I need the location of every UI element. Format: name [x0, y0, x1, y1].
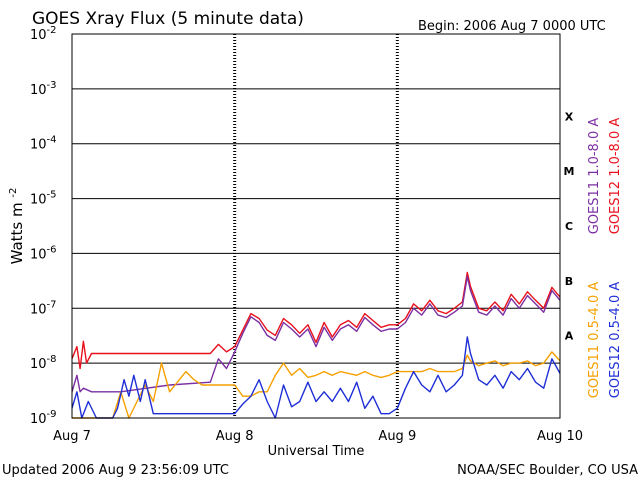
y-tick-exponent: -3	[47, 80, 57, 91]
series-line	[71, 271, 561, 370]
y-tick-exponent: -6	[47, 244, 57, 255]
y-tick-exponent: -4	[47, 135, 57, 146]
y-axis-label: Watts m -2	[8, 188, 26, 265]
y-tick-label: 10-3	[30, 80, 57, 98]
updated-label: Updated 2006 Aug 9 23:56:09 UTC	[2, 463, 229, 478]
y-tick-exponent: -8	[47, 354, 57, 365]
y-tick-base: 10	[30, 83, 47, 98]
legend-label: GOES11 1.0-8.0 A	[587, 118, 602, 235]
legend-label: GOES11 0.5-4.0 A	[587, 282, 602, 399]
credit-label: NOAA/SEC Boulder, CO USA	[457, 463, 638, 478]
flare-class-labels: X M C B A	[564, 110, 575, 342]
y-tick-label: 10-5	[30, 190, 57, 208]
y-tick-label: 10-8	[30, 354, 57, 372]
y-axis-label-main: Watts m	[8, 202, 26, 264]
flare-class-label: B	[565, 275, 573, 288]
flare-class-label: M	[564, 165, 575, 178]
flare-class-label: C	[565, 220, 573, 233]
y-tick-label: 10-7	[30, 299, 57, 317]
legend-label: GOES12 0.5-4.0 A	[608, 282, 623, 399]
y-tick-base: 10	[30, 302, 47, 317]
begin-label: Begin: 2006 Aug 7 0000 UTC	[418, 19, 606, 34]
x-tick-label: Aug 9	[378, 429, 416, 444]
y-tick-base: 10	[30, 412, 47, 427]
y-tick-exponent: -2	[47, 25, 57, 36]
grid-layer	[72, 34, 560, 418]
y-tick-base: 10	[30, 357, 47, 372]
y-tick-base: 10	[30, 138, 47, 153]
y-tick-label: 10-4	[30, 135, 57, 153]
y-tick-labels: 10-210-310-410-510-610-710-810-9	[30, 25, 57, 427]
legend: GOES11 1.0-8.0 A GOES12 1.0-8.0 A GOES11 0…	[587, 118, 623, 399]
y-tick-base: 10	[30, 193, 47, 208]
series-layer	[71, 271, 561, 419]
x-tick-labels: Aug 7 Aug 8 Aug 9 Aug 10	[53, 429, 583, 444]
y-tick-label: 10-2	[30, 25, 57, 43]
y-tick-base: 10	[30, 28, 47, 43]
flare-class-label: X	[565, 110, 574, 123]
y-axis-label-exponent: -2	[8, 188, 19, 198]
series-line	[72, 351, 561, 419]
plot-frame	[71, 33, 561, 419]
y-tick-base: 10	[30, 247, 47, 262]
y-tick-label: 10-9	[30, 409, 57, 427]
chart-title: GOES Xray Flux (5 minute data)	[32, 9, 304, 29]
y-tick-label: 10-6	[30, 244, 57, 262]
x-tick-label: Aug 8	[216, 429, 254, 444]
x-tick-label: Aug 7	[53, 429, 91, 444]
x-axis-label: Universal Time	[268, 444, 365, 459]
x-tick-label: Aug 10	[537, 429, 583, 444]
series-line	[71, 275, 561, 393]
y-tick-exponent: -7	[47, 299, 57, 310]
flare-class-label: A	[565, 330, 574, 343]
y-tick-exponent: -5	[47, 190, 57, 201]
series-line	[71, 336, 561, 419]
legend-label: GOES12 1.0-8.0 A	[608, 118, 623, 235]
y-tick-exponent: -9	[47, 409, 57, 420]
